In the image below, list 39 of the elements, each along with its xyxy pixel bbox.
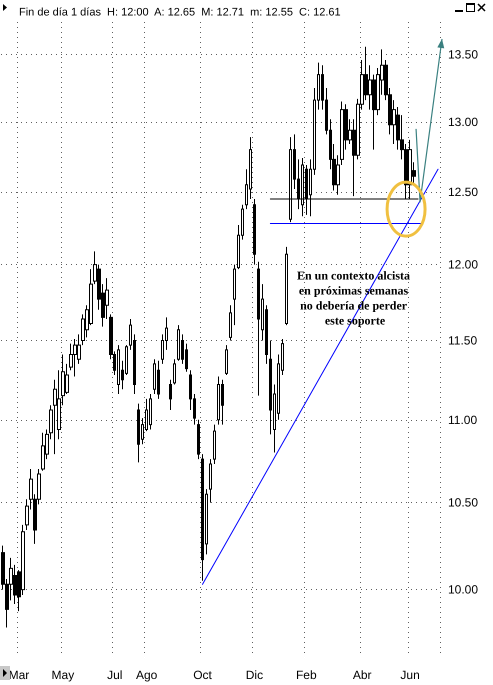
- x-tick-label: Jul: [107, 668, 122, 682]
- x-tick-label: Jun: [400, 668, 420, 682]
- x-tick-label: Feb: [296, 668, 317, 682]
- x-tick-label: Dic: [246, 668, 264, 682]
- x-tick-label: May: [52, 668, 74, 682]
- x-tick-label: Abr: [352, 668, 372, 682]
- y-tick-label: 10.50: [448, 496, 478, 510]
- candlestick: [41, 432, 45, 472]
- y-tick-label: 11.00: [448, 412, 478, 427]
- candlestick: [169, 379, 172, 411]
- x-tick-label: Ago: [136, 668, 158, 682]
- y-tick-label: 13.50: [448, 48, 478, 62]
- candlestick: [221, 379, 224, 426]
- candlestick: [157, 360, 160, 400]
- candlestick: [253, 198, 256, 266]
- candlestick: [285, 246, 288, 326]
- candlestick: [229, 304, 232, 342]
- candlestick: [257, 261, 260, 396]
- candlestick: [197, 419, 200, 460]
- candlestick: [225, 344, 228, 376]
- candlestick: [209, 458, 212, 504]
- candlestick: [153, 358, 156, 395]
- candlestick: [173, 358, 176, 385]
- candlestick: [201, 454, 204, 582]
- candlestick: [117, 344, 120, 395]
- candlestick: [73, 338, 77, 378]
- y-tick-label: 10.00: [448, 582, 478, 597]
- candlestick: [177, 324, 180, 362]
- candlestick: [137, 403, 140, 463]
- candlestick: [217, 376, 220, 426]
- y-tick-label: 11.50: [448, 334, 478, 348]
- candlestick: [233, 264, 236, 326]
- chart-title: Fin de día 1 días H: 12:00 A: 12.65 M: 12.71 m: 12.55 C: 12.61: [19, 6, 341, 18]
- x-tick-label: Oct: [193, 668, 213, 682]
- candlestick: [149, 394, 152, 430]
- y-tick-label: 12.50: [448, 184, 478, 199]
- y-tick-label: 12.00: [448, 258, 478, 272]
- candlestick: [213, 424, 216, 465]
- y-tick-label: 13.00: [448, 114, 478, 129]
